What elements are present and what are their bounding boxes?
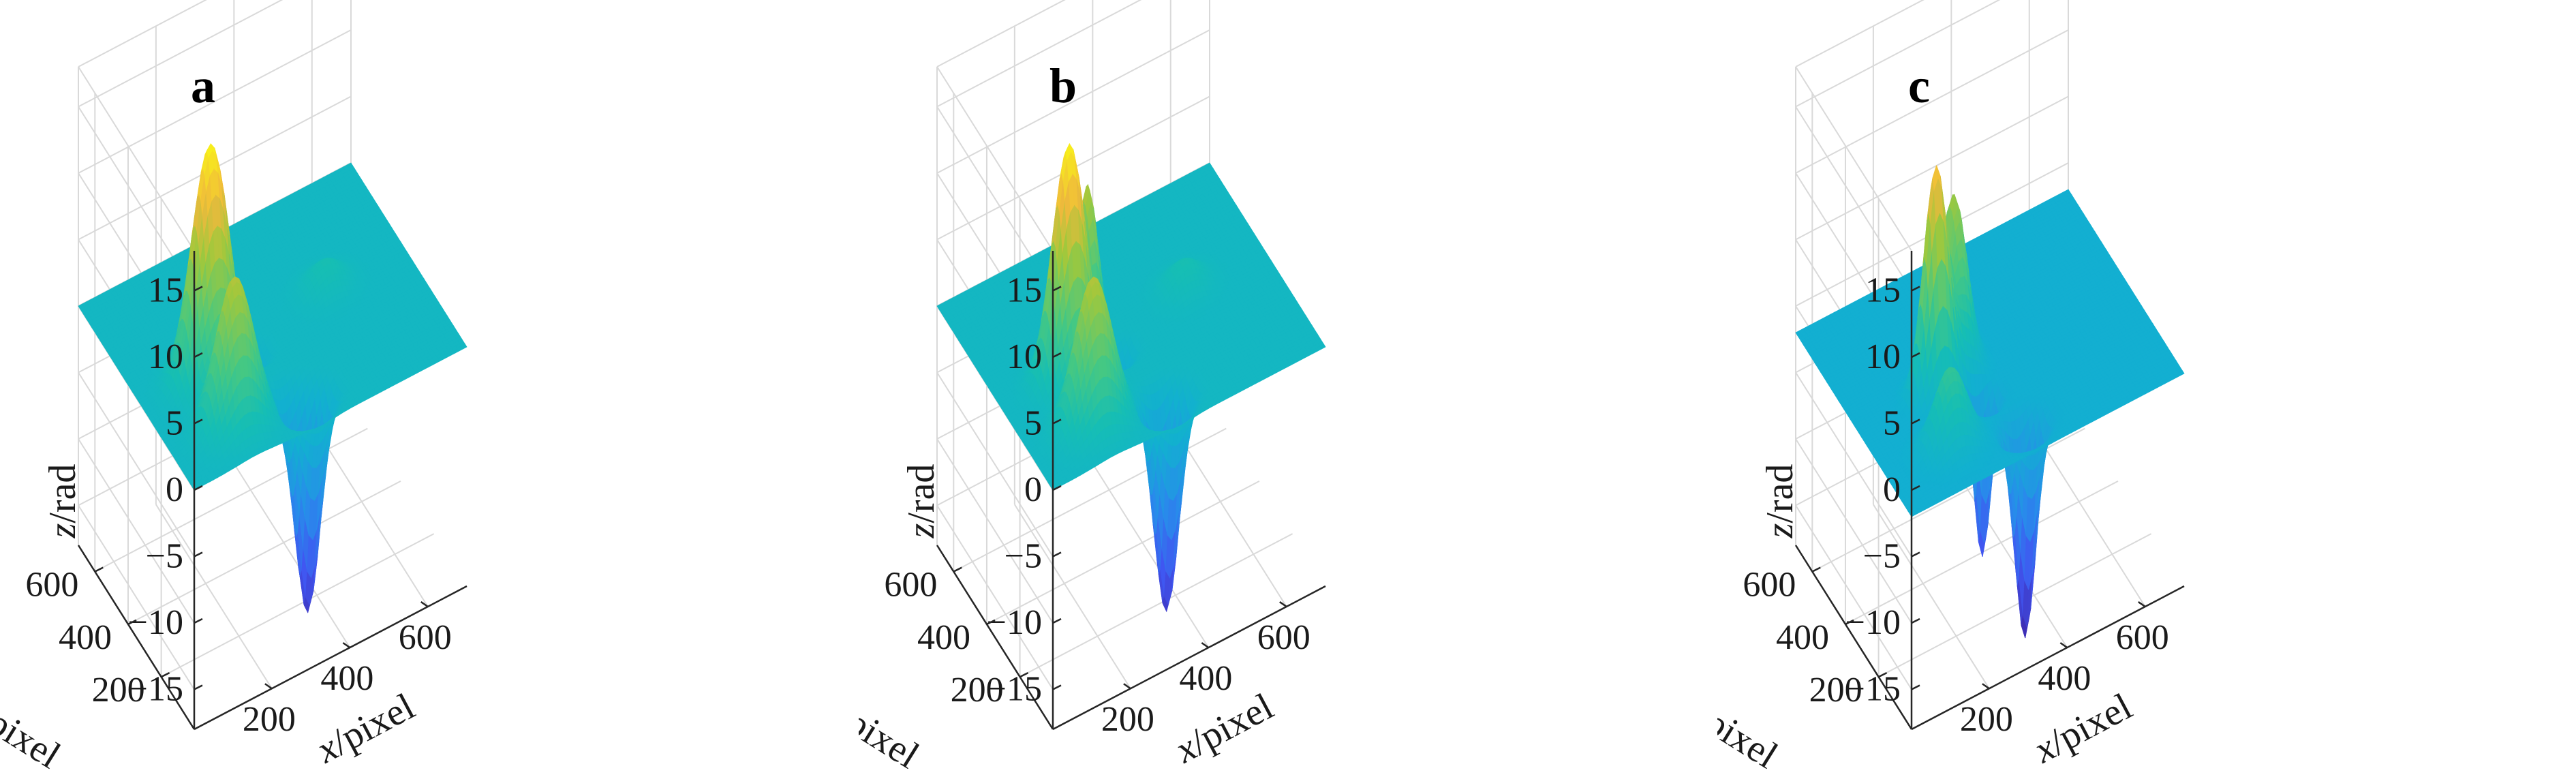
x-tick-label: 400 xyxy=(320,659,373,698)
z-tick-label: −5 xyxy=(1005,537,1042,576)
z-tick-label: −5 xyxy=(1863,537,1901,576)
y-tick-label: 400 xyxy=(59,618,112,657)
z-tick-label: 5 xyxy=(166,404,183,443)
panel-label: c xyxy=(1908,59,1930,113)
y-axis-title: y/pixel xyxy=(859,684,926,777)
z-tick-label: 0 xyxy=(1883,470,1901,509)
surface-chart-a: 151050−5−10−15200400600200400600z/radx/p… xyxy=(0,0,467,777)
z-axis-title: z/rad xyxy=(42,464,84,539)
x-tick-label: 600 xyxy=(399,618,452,657)
x-tick-label: 200 xyxy=(1960,700,2013,739)
x-tick-label: 600 xyxy=(1257,618,1310,657)
z-tick-label: −10 xyxy=(987,603,1042,642)
surface xyxy=(78,142,467,613)
surface-chart-c: 151050−5−10−15200400600200400600z/radx/p… xyxy=(1717,0,2185,777)
z-tick-label: −10 xyxy=(1845,603,1901,642)
z-axis-title: z/rad xyxy=(1759,464,1801,539)
z-tick-label: 0 xyxy=(166,470,183,509)
y-tick-label: 600 xyxy=(25,566,78,605)
z-tick-label: −15 xyxy=(987,670,1042,709)
x-tick-label: 400 xyxy=(2038,659,2091,698)
y-tick-label: 600 xyxy=(884,566,937,605)
z-tick-label: 5 xyxy=(1024,404,1042,443)
z-tick-label: −10 xyxy=(128,603,183,642)
surface-chart-b: 151050−5−10−15200400600200400600z/radx/p… xyxy=(859,0,1326,777)
y-tick-label: 400 xyxy=(1776,618,1829,657)
x-axis-title: x/pixel xyxy=(2027,685,2139,772)
z-tick-label: 5 xyxy=(1883,404,1901,443)
y-tick-label: 200 xyxy=(1809,671,1862,710)
panel-b: 15 10 5 0 −5 −10 −15 200 400 600 200 400 600 z/rad x/p… xyxy=(859,0,1717,777)
panel-a: 15 10 5 0 −5 −10 −15 200 400 600 200 400 600 z/rad x/p… xyxy=(0,0,859,777)
z-tick-label: 15 xyxy=(1865,271,1901,310)
z-tick-label: 15 xyxy=(1007,271,1042,310)
z-tick-label: 10 xyxy=(1865,337,1901,376)
z-axis-title: z/rad xyxy=(900,464,942,539)
y-tick-label: 200 xyxy=(92,671,145,710)
x-axis-title: x/pixel xyxy=(1168,685,1281,772)
panel-label: b xyxy=(1049,59,1077,113)
panel-c: 15 10 5 0 −5 −10 −15 200 400 600 200 400 600 z/rad x/p… xyxy=(1717,0,2576,777)
x-tick-label: 600 xyxy=(2116,618,2169,657)
z-tick-label: −15 xyxy=(128,670,183,709)
z-tick-label: 15 xyxy=(148,271,183,310)
y-axis-title: y/pixel xyxy=(0,684,67,777)
z-tick-label: 10 xyxy=(1007,337,1042,376)
z-tick-label: −5 xyxy=(146,537,183,576)
y-tick-label: 400 xyxy=(917,618,970,657)
y-tick-label: 200 xyxy=(951,671,1004,710)
x-axis-title: x/pixel xyxy=(309,685,422,772)
y-tick-label: 600 xyxy=(1743,566,1796,605)
x-tick-label: 200 xyxy=(243,700,296,739)
surface xyxy=(936,142,1326,613)
z-tick-label: −15 xyxy=(1845,670,1901,709)
z-tick-label: 10 xyxy=(148,337,183,376)
z-tick-label: 0 xyxy=(1024,470,1042,509)
x-tick-label: 200 xyxy=(1101,700,1154,739)
surface xyxy=(1795,165,2185,639)
x-tick-label: 400 xyxy=(1179,659,1232,698)
y-axis-title: y/pixel xyxy=(1717,684,1785,777)
panel-label: a xyxy=(191,59,215,113)
